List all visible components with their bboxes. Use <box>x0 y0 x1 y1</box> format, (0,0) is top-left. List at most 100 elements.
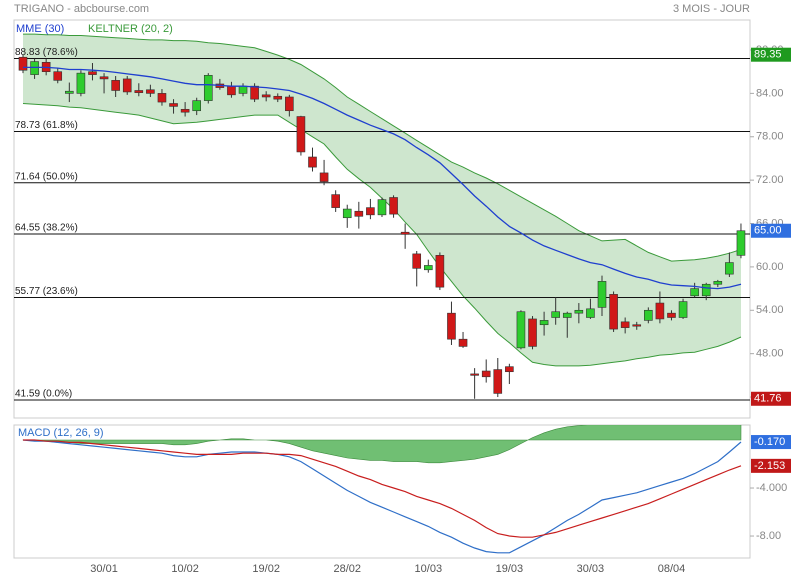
y-tick-label: 72.00 <box>756 174 784 186</box>
x-tick-label: 08/04 <box>658 563 686 575</box>
candle-body <box>389 197 398 215</box>
candle-body <box>609 294 618 330</box>
candle-body <box>169 103 178 107</box>
candle-body <box>99 76 109 80</box>
candle-body <box>331 194 340 208</box>
candle-body <box>18 56 28 71</box>
candle-body <box>203 75 213 101</box>
channel-fill <box>23 34 741 366</box>
candle-body <box>690 288 699 297</box>
value-badge-label: -0.170 <box>754 436 785 448</box>
candle-body <box>157 93 167 103</box>
value-badge <box>751 391 791 406</box>
candle-body <box>76 72 86 94</box>
value-badge-label: 65.00 <box>754 225 782 237</box>
channel-upper <box>23 33 742 262</box>
y-tick-label: 60.00 <box>756 261 784 273</box>
candle-body <box>736 230 746 256</box>
candle-body <box>319 172 329 182</box>
candle-body <box>296 116 306 153</box>
value-badge-label: 41.76 <box>754 393 782 405</box>
candle-body <box>458 338 468 347</box>
x-tick-label: 19/02 <box>252 563 280 575</box>
x-tick-label: 19/03 <box>496 563 524 575</box>
candle-body <box>88 71 97 75</box>
x-tick-label: 30/01 <box>90 563 118 575</box>
candle-body <box>597 281 607 308</box>
macd-plot <box>22 425 742 554</box>
indicator-line <box>22 439 742 554</box>
candle-body <box>481 370 491 378</box>
value-badge <box>751 458 791 473</box>
candle-body <box>447 312 456 340</box>
candle-body <box>180 108 190 113</box>
candle-body <box>655 302 665 320</box>
candle-body <box>122 78 132 93</box>
candle-body <box>412 253 422 269</box>
y-tick-label: 84.00 <box>756 87 784 99</box>
candle-body <box>528 318 537 347</box>
value-badge <box>751 47 791 62</box>
y-tick-label: 54.00 <box>756 304 784 316</box>
main-panel <box>13 19 751 419</box>
histogram-area <box>22 425 742 464</box>
average-line <box>23 66 742 290</box>
level-label: 78.73 (61.8%) <box>15 120 78 131</box>
candle-body <box>354 210 364 217</box>
candle-body <box>701 283 711 297</box>
candle-body <box>493 369 503 394</box>
candle-body <box>562 312 572 318</box>
candle-body <box>111 80 120 91</box>
panel-title: MACD (12, 26, 9) <box>18 427 104 439</box>
value-badge-label: 89.35 <box>754 49 782 61</box>
candle-body <box>551 311 560 318</box>
level-label: 41.59 (0.0%) <box>15 389 72 400</box>
candle-body <box>134 90 144 93</box>
candle-body <box>285 96 294 112</box>
header-title: TRIGANO - abcbourse.com <box>14 3 149 15</box>
level-label: 88.83 (78.6%) <box>15 47 78 58</box>
candle-body <box>342 208 352 219</box>
y-tick-label: 78.00 <box>756 131 784 143</box>
y-tick-label: -4.000 <box>756 482 787 494</box>
candle-body <box>539 320 549 326</box>
candle-body <box>632 324 642 327</box>
candle-body <box>366 207 375 216</box>
candle-body <box>586 308 595 318</box>
candle-body <box>192 100 201 112</box>
candle-body <box>516 311 526 349</box>
x-tick-label: 28/02 <box>333 563 361 575</box>
legend-entry: KELTNER (20, 2) <box>88 23 173 35</box>
overlay: 88.83 (78.6%) 78.73 (61.8%) 71.64 (50.0%) 6… <box>15 23 791 575</box>
candle-body <box>227 85 236 96</box>
macd-panel <box>13 424 751 559</box>
y-tick-label: -8.00 <box>756 530 781 542</box>
candle-body <box>620 321 630 328</box>
value-badge-label: -2.153 <box>754 460 785 472</box>
candle-body <box>377 199 387 216</box>
candle-body <box>435 255 445 288</box>
candle-body <box>273 95 283 100</box>
candle-body <box>53 71 63 81</box>
x-tick-label: 10/03 <box>415 563 443 575</box>
candle-body <box>250 85 259 100</box>
candle-body <box>678 301 688 318</box>
candle-body <box>238 85 248 94</box>
level-label: 71.64 (50.0%) <box>15 171 78 182</box>
header-period: 3 MOIS - JOUR <box>673 3 750 15</box>
y-tick-label: 48.00 <box>756 348 784 360</box>
candle-body <box>30 61 39 75</box>
candle-body <box>713 281 723 285</box>
candle-body <box>725 262 734 275</box>
candle-body <box>667 312 676 318</box>
candle-body <box>400 231 410 235</box>
candle-body <box>574 309 584 314</box>
main-plot <box>14 33 750 401</box>
level-label: 55.77 (23.6%) <box>15 286 78 297</box>
value-badge <box>751 223 791 238</box>
candle-body <box>505 366 514 373</box>
candle-body <box>308 156 317 168</box>
candle-body <box>261 94 271 98</box>
